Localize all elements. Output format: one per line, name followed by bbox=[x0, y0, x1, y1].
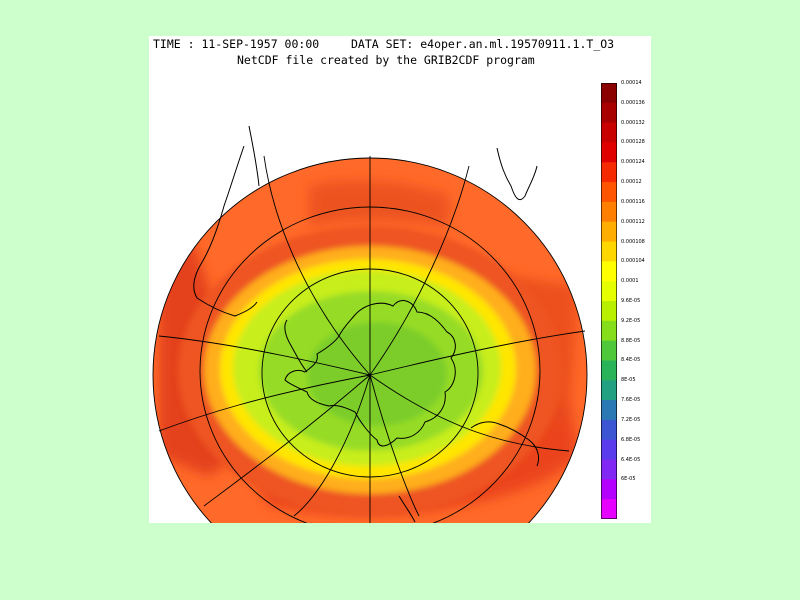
colorbar-tick-label: 0.00014 bbox=[621, 80, 642, 86]
meridian bbox=[369, 374, 420, 517]
polar-map bbox=[152, 125, 588, 523]
colorbar-tick-label: 0.000116 bbox=[621, 198, 645, 205]
plot-subtitle: NetCDF file created by the GRIB2CDF prog… bbox=[237, 53, 535, 67]
colorbar-tick-label: 0.000108 bbox=[621, 238, 645, 245]
time-label: TIME : 11-SEP-1957 00:00 bbox=[153, 37, 320, 51]
colorbar-tick-label: 0.0001 bbox=[621, 278, 639, 285]
colorbar-tick-label: 0.000128 bbox=[621, 139, 645, 146]
south-america-coast bbox=[193, 145, 258, 317]
colorbar-swatch bbox=[601, 122, 617, 143]
colorbar-swatch bbox=[601, 459, 617, 480]
colorbar-tick-label: 0.000104 bbox=[621, 258, 645, 265]
colorbar-swatch bbox=[601, 201, 617, 223]
colorbar-tick-label: 8.4E-05 bbox=[621, 357, 641, 364]
colorbar-tick-label: 9.2E-05 bbox=[621, 317, 641, 324]
colorbar-tick-label: 0.00012 bbox=[621, 179, 642, 186]
coastlines bbox=[193, 125, 540, 523]
meridian bbox=[369, 330, 586, 376]
plot-frame: TIME : 11-SEP-1957 00:00 DATA SET: e4ope… bbox=[149, 36, 651, 523]
meridian bbox=[263, 155, 371, 376]
colorbar-swatch bbox=[601, 162, 617, 183]
colorbar-swatch bbox=[601, 281, 617, 302]
colorbar-tick-label: 8E-05 bbox=[621, 377, 636, 384]
high-ozone-band-north bbox=[309, 180, 449, 226]
colorbar-swatch bbox=[601, 340, 617, 361]
colorbar-swatch bbox=[601, 479, 617, 500]
meridian bbox=[158, 335, 371, 376]
new-zealand bbox=[398, 495, 416, 523]
colorbar-swatch bbox=[601, 320, 617, 342]
meridian bbox=[369, 165, 470, 376]
colorbar-swatch bbox=[601, 380, 617, 401]
meridian bbox=[203, 374, 371, 507]
colorbar-tick-label: 6.8E-05 bbox=[621, 436, 641, 443]
colorbar-swatch bbox=[601, 439, 617, 461]
colorbar-tick-label: 7.6E-05 bbox=[621, 397, 641, 404]
colorbar-swatch bbox=[601, 221, 617, 243]
colorbar-swatch bbox=[601, 400, 617, 421]
australia-coast bbox=[470, 421, 540, 467]
colorbar-swatch bbox=[601, 499, 617, 519]
colorbar-tick-label: 0.000124 bbox=[621, 159, 645, 166]
africa-coast bbox=[496, 147, 538, 201]
colorbar-outline bbox=[601, 83, 617, 519]
colorbar bbox=[601, 83, 617, 519]
colorbar-tick-label: 8.8E-05 bbox=[621, 337, 641, 344]
colorbar-swatch bbox=[601, 83, 617, 104]
colorbar-tick-label: 0.000136 bbox=[621, 99, 645, 106]
meridian bbox=[369, 374, 570, 452]
south-america-east bbox=[248, 125, 260, 187]
colorbar-tick-label: 9.6E-05 bbox=[621, 298, 641, 304]
colorbar-tick-label: 7.2E-05 bbox=[621, 416, 641, 423]
meridian bbox=[293, 374, 371, 517]
meridian bbox=[158, 374, 371, 432]
dataset-label: DATA SET: e4oper.an.ml.19570911.1.T_O3 bbox=[351, 37, 615, 51]
graticule bbox=[152, 155, 588, 523]
colorbar-swatch bbox=[601, 360, 617, 381]
colorbar-swatch bbox=[601, 261, 617, 282]
antarctic-peninsula bbox=[284, 319, 308, 373]
colorbar-swatch bbox=[601, 419, 617, 441]
colorbar-swatch bbox=[601, 142, 617, 163]
antarctica-coast bbox=[284, 300, 456, 447]
colorbar-swatch bbox=[601, 182, 617, 203]
colorbar-tick-label: 0.000132 bbox=[621, 119, 645, 126]
colorbar-swatch bbox=[601, 102, 617, 124]
colorbar-tick-label: 6E-05 bbox=[621, 476, 636, 483]
colorbar-tick-label: 6.4E-05 bbox=[621, 456, 641, 463]
colorbar-tick-label: 0.000112 bbox=[621, 218, 645, 225]
colorbar-swatch bbox=[601, 301, 617, 322]
colorbar-swatch bbox=[601, 241, 617, 262]
